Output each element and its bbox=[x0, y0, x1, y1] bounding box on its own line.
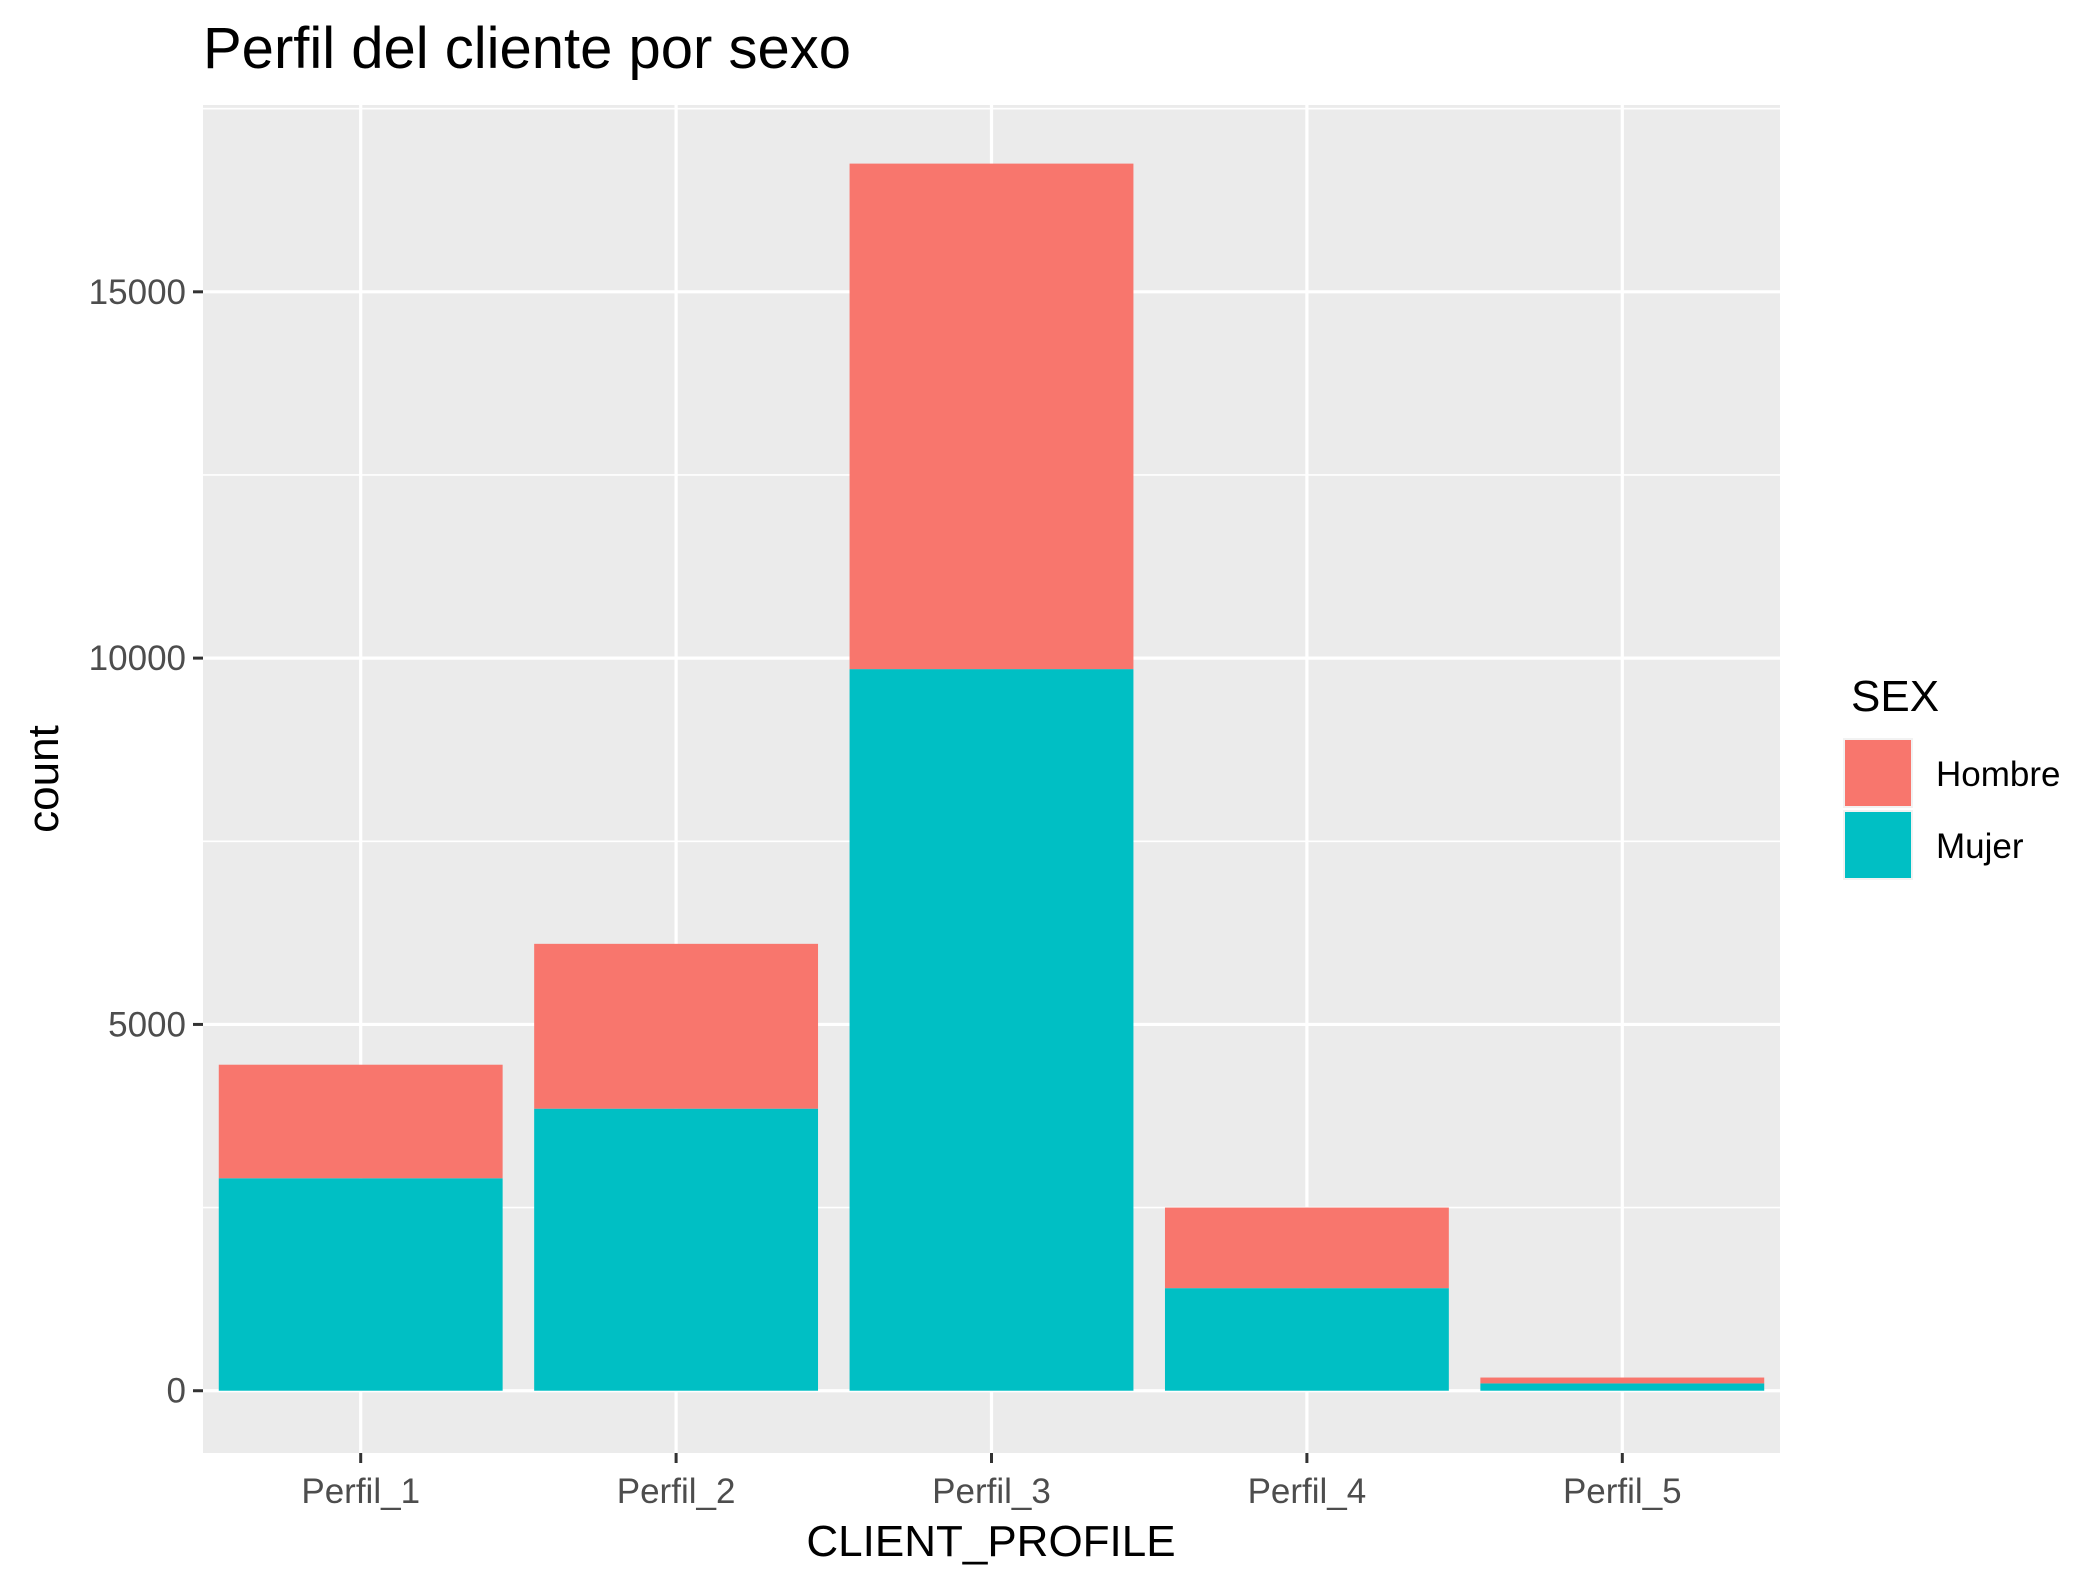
legend: SEX Hombre Mujer bbox=[1843, 672, 2060, 880]
bar-perfil-2-hombre bbox=[534, 943, 819, 1109]
bar-perfil-3-mujer bbox=[849, 669, 1134, 1391]
bar-perfil-2-mujer bbox=[534, 1108, 819, 1391]
legend-entries: Hombre Mujer bbox=[1843, 738, 2060, 880]
y-tick-label: 10000 bbox=[89, 639, 186, 678]
legend-swatch-mujer bbox=[1845, 812, 1911, 878]
x-tick-label: Perfil_1 bbox=[301, 1472, 420, 1511]
x-tick-label: Perfil_5 bbox=[1563, 1472, 1682, 1511]
y-axis-title: count bbox=[19, 725, 68, 833]
bar-perfil-1-hombre bbox=[218, 1064, 503, 1179]
legend-swatch-hombre bbox=[1845, 740, 1911, 806]
x-axis: Perfil_1 Perfil_2 Perfil_3 Perfil_4 Perfil_5 bbox=[301, 1453, 1682, 1511]
legend-label-mujer: Mujer bbox=[1936, 827, 2024, 866]
chart-title: Perfil del cliente por sexo bbox=[203, 16, 851, 81]
x-tick-label: Perfil_2 bbox=[617, 1472, 736, 1511]
legend-label-hombre: Hombre bbox=[1936, 755, 2060, 794]
bar-perfil-5-mujer bbox=[1480, 1383, 1765, 1391]
y-tick-label: 5000 bbox=[108, 1005, 186, 1044]
y-tick-label: 15000 bbox=[89, 273, 186, 312]
bar-perfil-3-hombre bbox=[849, 163, 1134, 670]
bars bbox=[218, 163, 1765, 1391]
bar-perfil-4-hombre bbox=[1164, 1207, 1449, 1289]
legend-title: SEX bbox=[1851, 672, 1939, 721]
x-axis-title: CLIENT_PROFILE bbox=[806, 1517, 1175, 1566]
bar-perfil-5-hombre bbox=[1480, 1377, 1765, 1384]
y-axis: 0 5000 10000 15000 bbox=[89, 273, 203, 1411]
bar-perfil-4-mujer bbox=[1164, 1288, 1449, 1391]
x-tick-label: Perfil_4 bbox=[1248, 1472, 1367, 1511]
x-tick-label: Perfil_3 bbox=[932, 1472, 1051, 1511]
y-tick-label: 0 bbox=[167, 1372, 186, 1411]
bar-perfil-1-mujer bbox=[218, 1178, 503, 1391]
